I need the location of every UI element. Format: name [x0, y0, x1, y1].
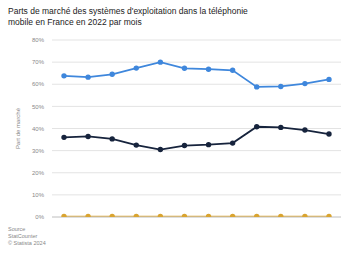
html-text:StatCounter: StatCounter [8, 233, 38, 239]
svg-text:40%: 40% [32, 126, 45, 132]
svg-text:50%: 50% [32, 104, 45, 110]
html-text:Source: Source [8, 226, 26, 232]
svg-text:70%: 70% [32, 59, 45, 65]
svg-text:20%: 20% [32, 170, 45, 176]
svg-text:10%: 10% [32, 192, 45, 198]
svg-text:60%: 60% [32, 81, 45, 87]
svg-text:0%: 0% [35, 214, 44, 220]
svg-text:Part de marché: Part de marché [15, 107, 21, 149]
html-text:Parts de marché des systèmes d: Parts de marché des systèmes d'exploitat… [8, 6, 248, 27]
svg-text:80%: 80% [32, 37, 45, 43]
html-text:© Statista 2024: © Statista 2024 [8, 240, 46, 246]
svg-text:30%: 30% [32, 148, 45, 154]
